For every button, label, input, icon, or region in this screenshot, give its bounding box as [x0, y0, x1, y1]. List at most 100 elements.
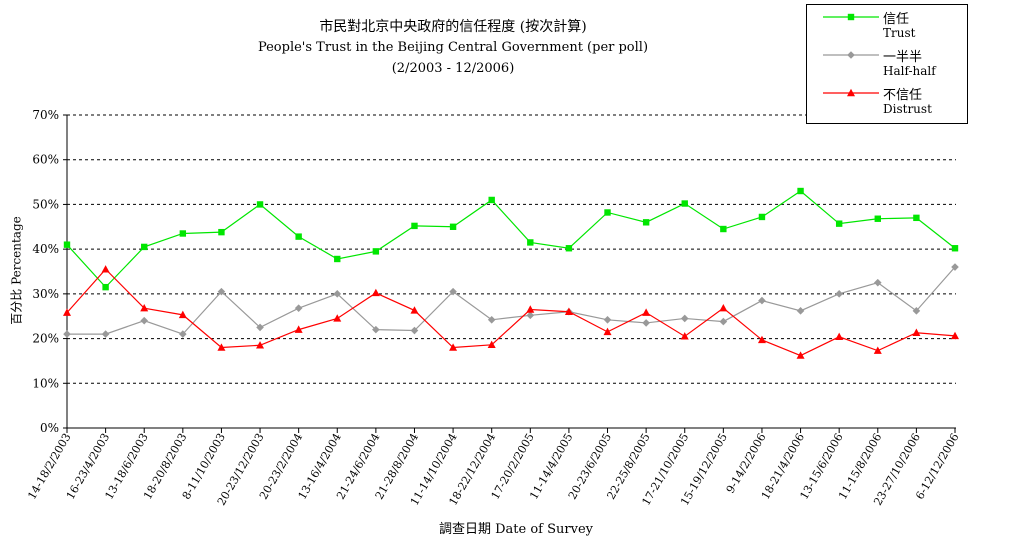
data-point-half-half: [912, 307, 921, 315]
data-point-distrust: [63, 308, 71, 316]
data-point-trust: [913, 214, 920, 222]
legend-item-trust: 信任 Trust: [807, 7, 967, 45]
data-point-distrust: [256, 341, 265, 349]
data-point-trust: [102, 283, 109, 291]
data-point-trust: [720, 225, 727, 233]
data-point-half-half: [526, 311, 535, 320]
data-point-half-half: [796, 307, 805, 315]
data-point-trust: [642, 219, 650, 226]
data-point-trust: [334, 255, 341, 263]
data-point-distrust: [796, 351, 805, 359]
legend-label-zh: 一半半: [883, 50, 923, 65]
data-point-half-half: [873, 278, 882, 287]
data-point-trust: [681, 200, 688, 207]
legend-marker: [847, 13, 855, 21]
data-point-distrust: [951, 331, 959, 340]
y-tick-label: 20%: [32, 332, 59, 346]
data-point-half-half: [179, 330, 187, 338]
legend-label-en: Distrust: [883, 102, 932, 116]
data-point-trust: [951, 245, 959, 252]
data-point-half-half: [680, 314, 689, 323]
y-tick-label: 60%: [32, 153, 59, 167]
y-tick-label: 70%: [32, 108, 59, 122]
data-point-distrust: [333, 314, 342, 322]
data-point-distrust: [487, 340, 496, 349]
data-point-trust: [874, 215, 881, 222]
data-point-distrust: [371, 288, 380, 297]
data-point-half-half: [63, 330, 71, 338]
series-line-half-half: [67, 266, 956, 335]
chart-title-chinese: 市民對北京中央政府的信任程度 (按次計算): [319, 19, 587, 35]
data-point-distrust: [642, 308, 651, 316]
y-tick-label: 40%: [32, 242, 59, 256]
data-point-distrust: [564, 307, 573, 315]
legend-item-distrust: 不信任 Distrust: [807, 83, 967, 121]
data-point-trust: [797, 187, 804, 195]
data-point-half-half: [333, 290, 342, 298]
legend-item-half-half: 一半半 Half-half: [807, 45, 967, 83]
legend-label-zh: 信任: [883, 12, 910, 27]
data-point-trust: [63, 241, 71, 248]
y-tick-label: 10%: [32, 376, 59, 390]
data-point-distrust: [757, 335, 766, 344]
data-point-distrust: [101, 265, 110, 273]
y-tick-label: 50%: [32, 197, 59, 211]
data-point-trust: [449, 223, 457, 230]
data-point-distrust: [603, 327, 612, 336]
data-point-trust: [179, 230, 187, 237]
data-point-trust: [141, 243, 148, 251]
data-point-distrust: [912, 328, 921, 336]
chart-subtitle: (2/2003 - 12/2006): [391, 61, 515, 76]
data-point-distrust: [178, 310, 187, 319]
legend-symbol-distrust: [823, 88, 879, 97]
y-axis-label: 百分比 Percentage: [9, 216, 24, 325]
legend-symbol-trust: [823, 13, 879, 21]
data-point-half-half: [449, 287, 457, 296]
data-point-half-half: [487, 315, 496, 324]
legend-symbol-half-half: [823, 51, 879, 59]
data-point-half-half: [642, 319, 650, 327]
data-point-half-half: [603, 315, 612, 324]
data-point-trust: [835, 220, 843, 227]
data-point-trust: [256, 201, 264, 208]
data-point-distrust: [449, 343, 458, 351]
data-point-distrust: [140, 303, 149, 312]
data-point-half-half: [256, 323, 264, 332]
data-point-distrust: [410, 306, 419, 314]
data-point-half-half: [719, 317, 728, 326]
data-point-trust: [488, 196, 495, 204]
y-tick-label: 30%: [32, 287, 59, 301]
data-point-distrust: [873, 346, 882, 354]
data-point-distrust: [719, 303, 728, 312]
data-point-trust: [527, 239, 534, 246]
legend-label-zh: 不信任: [883, 88, 923, 103]
data-point-distrust: [835, 332, 844, 340]
data-point-half-half: [140, 316, 149, 325]
data-point-half-half: [758, 296, 766, 305]
data-point-half-half: [372, 325, 380, 334]
data-point-half-half: [835, 290, 843, 298]
data-point-distrust: [526, 305, 535, 313]
data-point-trust: [411, 222, 418, 230]
data-point-half-half: [410, 326, 419, 335]
data-point-half-half: [101, 330, 110, 338]
legend-label-en: Trust: [883, 26, 916, 40]
legend-marker: [847, 51, 855, 59]
data-point-distrust: [294, 325, 303, 333]
legend-label-en: Half-half: [883, 64, 936, 78]
data-point-trust: [758, 213, 766, 221]
data-point-distrust: [680, 332, 689, 340]
series-line-trust: [66, 190, 956, 289]
legend: 信任 Trust 一半半 Half-half 不信任 Distrust: [806, 4, 968, 124]
data-point-trust: [604, 209, 611, 216]
y-tick-label: 0%: [40, 421, 59, 435]
x-axis-label: 調查日期 Date of Survey: [438, 522, 593, 537]
data-point-trust: [565, 245, 573, 252]
data-point-distrust: [217, 343, 226, 351]
x-tick-label: 9-14/2/2006: [724, 431, 769, 496]
data-point-trust: [372, 248, 380, 255]
data-point-trust: [295, 233, 302, 240]
data-point-trust: [218, 228, 225, 236]
